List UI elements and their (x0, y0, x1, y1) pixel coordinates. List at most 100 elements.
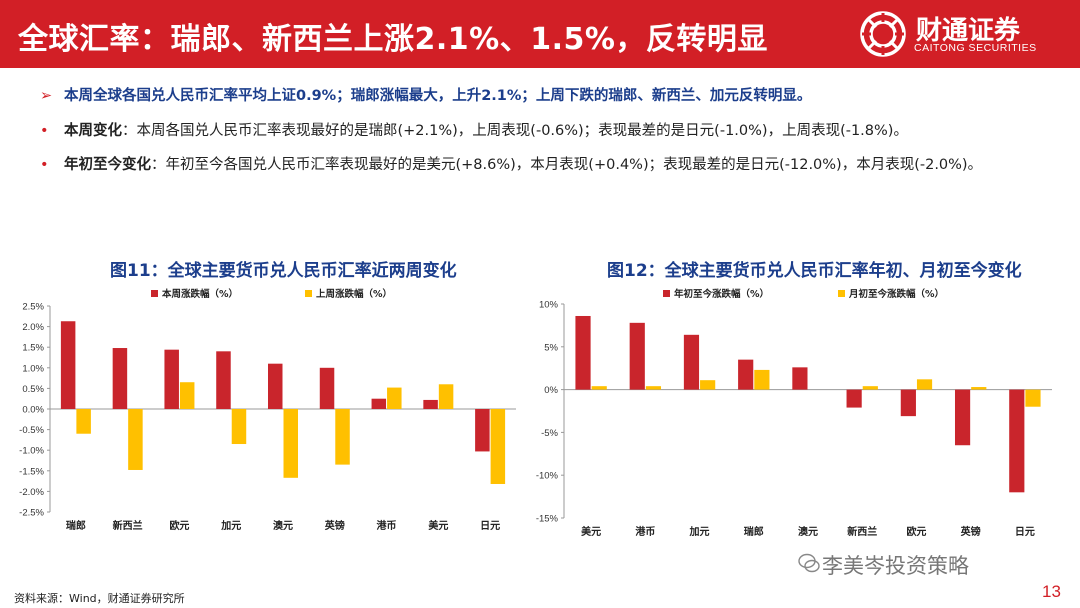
bullet-ytd-text: ：年初至今各国兑人民币汇率表现最好的是美元(+8.6%)，本月表现(+0.4%)… (151, 157, 983, 173)
bullet-ytd-change: • 年初至今变化：年初至今各国兑人民币汇率表现最好的是美元(+8.6%)，本月表… (40, 155, 1060, 175)
chart11-bar-series1 (216, 351, 231, 409)
chart12-ytd-fx: 10% 5% 0% -5% -10% -15% 美元 港币 加元 瑞郎 澳元 新西兰 欧元 英镑 日元 年初至… (536, 288, 1052, 538)
chart11-legend-swatch (151, 290, 158, 297)
chart11-bar-series1 (475, 409, 490, 452)
brand-logo: 财通证券 CAITONG SECURITIES (858, 10, 1066, 58)
chart11-title: 图11：全球主要货币兑人民币汇率近两周变化 (110, 261, 457, 281)
chart12-bar-series1 (900, 389, 916, 417)
chart11-bar-series1 (423, 399, 438, 409)
chart12-bar-series1 (683, 334, 700, 390)
chart11-y-tick-label: -0.5% (19, 425, 44, 436)
chart11-legend-swatch (305, 290, 312, 297)
chart12-bar-series2 (591, 386, 607, 390)
chart11-y-tick-label: 2.5% (22, 302, 44, 313)
logo-chinese-name: 财通证券 (916, 16, 1021, 46)
logo-english-name: CAITONG SECURITIES (914, 42, 1037, 54)
chart11-bar-series1 (112, 348, 128, 409)
caitong-emblem-icon (860, 11, 906, 57)
dot-bullet-icon: • (40, 123, 49, 139)
chart11-bar-series2 (335, 409, 350, 465)
bullet-summary-text: 本周全球各国兑人民币汇率平均上证0.9%；瑞郎涨幅最大，上升2.1%；上周下跌的… (64, 88, 812, 104)
chart11-bar-series2 (490, 409, 506, 484)
chart11-bar-series2 (76, 409, 91, 434)
chart11-bar-series1 (371, 398, 387, 409)
chart12-bar-series2 (971, 387, 987, 390)
page-number: 13 (1042, 582, 1061, 601)
chart11-y-tick-label: 1.5% (22, 343, 44, 354)
bullet-weekly-change: • 本周变化：本周各国兑人民币汇率表现最好的是瑞郎(+2.1%)，上周表现(-0… (40, 121, 1060, 141)
chart12-y-tick-label: -5% (541, 428, 558, 439)
data-source: 资料来源：Wind，财通证券研究所 (14, 592, 185, 605)
arrow-bullet-icon: ➢ (40, 88, 53, 104)
chart11-x-tick-label: 英镑 (324, 519, 345, 532)
chart12-bar-series1 (738, 359, 754, 390)
chart12-legend-swatch (663, 290, 670, 297)
watermark-text: 李美岑投资策略 (822, 554, 969, 578)
chart11-y-tick-label: 0.0% (22, 405, 44, 416)
chart12-bar-series1 (575, 315, 591, 390)
chart12-bar-series1 (1009, 389, 1025, 493)
chart11-y-tick-label: -2.0% (19, 487, 44, 498)
chart12-bar-series2 (862, 386, 878, 390)
chart11-x-tick-label: 新西兰 (113, 519, 143, 532)
wechat-icon (798, 553, 820, 573)
chart11-x-tick-label: 澳元 (273, 519, 293, 532)
chart11-x-tick-label: 欧元 (169, 519, 189, 532)
chart12-legend-swatch (838, 290, 845, 297)
header-bar: 全球汇率：瑞郎、新西兰上涨2.1%、1.5%，反转明显 财通证券 CAITONG… (0, 0, 1080, 68)
chart11-x-tick-label: 日元 (480, 520, 500, 532)
chart11-y-tick-label: -1.0% (19, 446, 44, 457)
chart12-x-tick-label: 欧元 (906, 525, 926, 538)
chart11-bar-series2 (128, 409, 143, 470)
bullet-weekly-label: 本周变化 (64, 123, 122, 139)
chart11-bar-series2 (283, 409, 298, 478)
chart11-bar-series2 (387, 387, 402, 409)
chart11-bar-series1 (60, 321, 76, 409)
chart11-bar-series1 (164, 349, 179, 409)
chart12-bar-series2 (916, 379, 933, 390)
chart12-bar-series2 (1025, 389, 1041, 407)
chart11-y-tick-label: 0.5% (22, 384, 44, 395)
chart12-bar-series2 (700, 380, 716, 390)
chart11-legend-label: 本周涨跌幅（%） (162, 288, 238, 300)
chart11-y-tick-label: -2.5% (19, 508, 44, 519)
chart12-bar-series2 (754, 369, 770, 390)
chart12-y-tick-label: -10% (536, 471, 559, 482)
chart12-x-tick-label: 新西兰 (847, 525, 877, 538)
chart12-y-tick-label: 10% (539, 300, 559, 311)
chart12-x-tick-label: 澳元 (798, 525, 818, 538)
chart12-legend-label: 年初至今涨跌幅（%） (674, 288, 769, 300)
chart12-x-tick-label: 美元 (581, 525, 601, 538)
chart11-y-tick-label: 2.0% (22, 322, 44, 333)
chart11-legend-label: 上周涨跌幅（%） (316, 288, 392, 300)
dot-bullet-icon: • (40, 157, 49, 173)
chart12-x-tick-label: 瑞郎 (744, 525, 764, 538)
chart12-x-tick-label: 港币 (635, 525, 655, 538)
chart12-bar-series1 (792, 367, 808, 390)
chart12-y-tick-label: 0% (544, 385, 558, 396)
chart12-x-tick-label: 加元 (689, 525, 710, 538)
chart11-bar-series2 (179, 382, 195, 409)
bullet-weekly-text: ：本周各国兑人民币汇率表现最好的是瑞郎(+2.1%)，上周表现(-0.6%)；表… (122, 123, 908, 139)
bullet-summary: ➢ 本周全球各国兑人民币汇率平均上证0.9%；瑞郎涨幅最大，上升2.1%；上周下… (40, 86, 1060, 106)
chart11-x-tick-label: 港币 (377, 519, 397, 532)
chart11-weekly-fx: 2.5% 2.0% 1.5% 1.0% 0.5% 0.0% -0.5% -1.0% -1.5% -… (19, 288, 516, 532)
summary-bullets: ➢ 本周全球各国兑人民币汇率平均上证0.9%；瑞郎涨幅最大，上升2.1%；上周下… (40, 86, 1060, 175)
chart12-title: 图12：全球主要货币兑人民币汇率年初、月初至今变化 (607, 261, 1022, 281)
chart12-bar-series1 (954, 389, 971, 446)
chart12-y-tick-label: 5% (544, 342, 558, 353)
chart12-bar-series1 (846, 389, 862, 408)
bullet-ytd-label: 年初至今变化 (64, 157, 151, 173)
chart11-x-tick-label: 美元 (428, 519, 448, 532)
chart11-bar-series2 (231, 409, 247, 445)
chart11-x-tick-label: 加元 (220, 519, 241, 532)
chart12-y-tick-label: -15% (536, 514, 559, 525)
chart11-y-tick-label: 1.0% (22, 363, 44, 374)
chart11-bar-series2 (438, 384, 454, 409)
chart11-bar-series1 (319, 367, 335, 409)
chart11-x-tick-label: 瑞郎 (66, 519, 86, 532)
chart12-x-tick-label: 英镑 (960, 525, 981, 538)
page-title: 全球汇率：瑞郎、新西兰上涨2.1%、1.5%，反转明显 (18, 22, 768, 57)
chart12-legend-label: 月初至今涨跌幅（%） (848, 288, 944, 300)
chart11-bar-series1 (268, 363, 283, 409)
